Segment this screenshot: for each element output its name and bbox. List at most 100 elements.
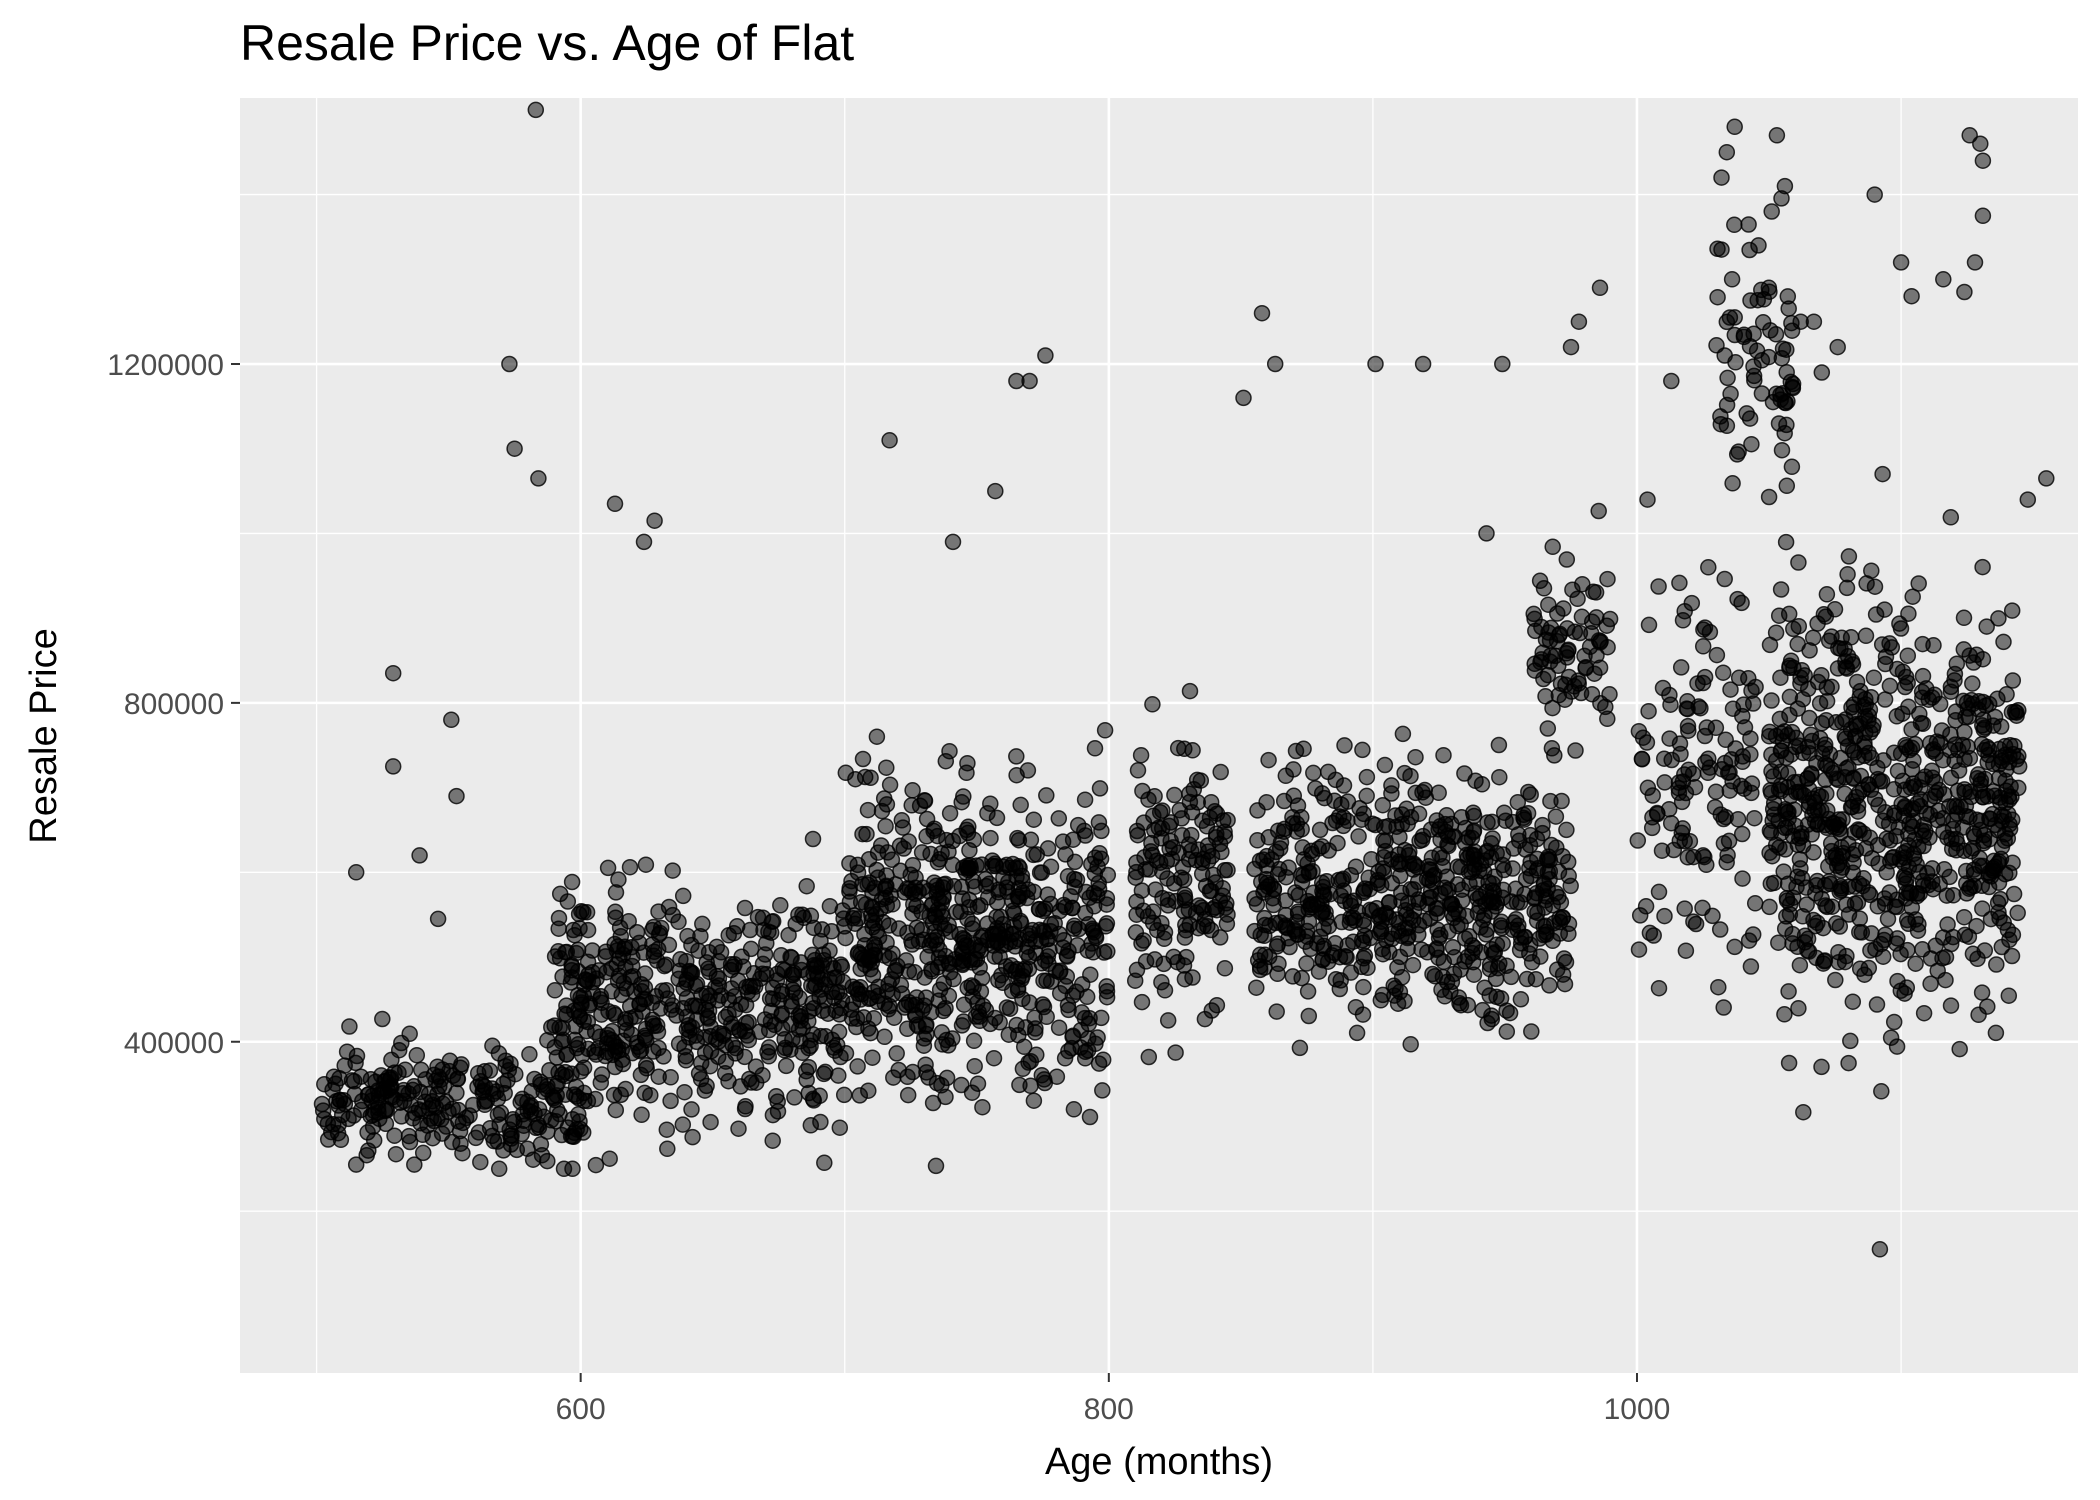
data-point <box>973 969 991 987</box>
data-point <box>1973 736 1991 753</box>
data-point <box>1807 917 1824 935</box>
data-point <box>1035 902 1052 920</box>
data-point <box>1219 811 1236 829</box>
data-point <box>1726 216 1743 234</box>
data-point <box>347 1156 365 1173</box>
data-point <box>1345 892 1363 910</box>
data-point <box>923 963 941 980</box>
data-point <box>1036 1074 1054 1092</box>
data-point <box>848 1018 865 1036</box>
data-point <box>1876 601 1893 618</box>
data-point <box>882 886 899 904</box>
data-point <box>1311 821 1329 839</box>
data-point <box>1690 698 1707 715</box>
data-point <box>2000 987 2018 1004</box>
data-point <box>1129 762 1147 779</box>
data-point <box>637 1020 655 1037</box>
data-point <box>1216 960 1234 977</box>
data-point <box>679 927 696 945</box>
data-point <box>985 1049 1003 1067</box>
data-point <box>1376 756 1394 774</box>
data-point <box>603 1022 621 1040</box>
data-point <box>1767 624 1785 641</box>
data-point <box>1479 814 1496 831</box>
data-point <box>873 802 891 820</box>
data-point <box>1671 574 1688 592</box>
data-point <box>1057 898 1074 916</box>
data-point <box>599 859 617 877</box>
data-point <box>579 972 597 990</box>
data-point <box>1358 787 1375 805</box>
data-point <box>1836 769 1854 786</box>
data-point <box>1350 828 1367 845</box>
data-point <box>1898 911 1916 929</box>
data-point <box>1822 835 1840 852</box>
data-point <box>1162 832 1179 850</box>
data-point <box>627 1008 644 1025</box>
data-point <box>1488 936 1506 953</box>
data-point <box>1452 961 1469 978</box>
data-point <box>1556 975 1574 993</box>
data-point <box>817 1027 834 1045</box>
data-point <box>1491 955 1508 972</box>
data-point <box>736 1048 753 1066</box>
data-point <box>467 1129 485 1147</box>
data-point <box>1643 819 1661 837</box>
data-point <box>1904 588 1921 605</box>
data-point <box>1435 746 1452 764</box>
data-point <box>795 909 813 927</box>
data-point <box>1491 768 1508 786</box>
data-point <box>476 1096 494 1114</box>
data-point <box>1176 970 1194 988</box>
data-point <box>1562 338 1580 356</box>
data-point <box>1922 975 1939 993</box>
data-point <box>2004 926 2022 944</box>
data-point <box>830 1067 847 1084</box>
data-point <box>1974 558 1991 576</box>
data-point <box>425 1112 443 1130</box>
data-point <box>927 1157 945 1175</box>
data-point <box>648 952 666 969</box>
data-point <box>804 994 821 1012</box>
data-point <box>1791 956 1809 974</box>
data-point <box>1991 909 2008 927</box>
data-point <box>1909 838 1927 856</box>
data-point <box>1339 937 1356 954</box>
data-point <box>1976 719 1993 736</box>
data-point <box>1025 811 1043 828</box>
data-point <box>530 1119 548 1136</box>
data-point <box>2004 745 2022 763</box>
data-point <box>729 972 747 989</box>
data-point <box>1965 861 1983 878</box>
data-point <box>1587 584 1605 601</box>
data-point <box>1813 1058 1830 1076</box>
data-point <box>1081 1108 1099 1126</box>
data-point <box>772 897 789 914</box>
y-axis-ticks: 400000 800000 1200000 <box>107 349 240 1060</box>
data-point <box>575 903 592 921</box>
data-point <box>1184 742 1201 759</box>
data-point <box>1289 797 1307 814</box>
data-point <box>1773 441 1791 459</box>
data-point <box>933 903 950 921</box>
data-point <box>1855 825 1872 842</box>
data-point <box>341 1018 358 1035</box>
data-point <box>1021 994 1038 1011</box>
data-point <box>1831 918 1849 935</box>
data-point <box>1039 886 1056 903</box>
data-point <box>812 1113 829 1131</box>
data-point <box>2009 904 2026 922</box>
data-point <box>1897 668 1915 686</box>
data-point <box>1791 737 1808 754</box>
data-point <box>1886 898 1904 915</box>
data-point <box>1745 358 1762 375</box>
data-point <box>868 861 885 879</box>
data-point <box>899 1086 917 1104</box>
data-point <box>623 957 641 975</box>
data-point <box>563 873 581 891</box>
data-point <box>1410 805 1428 823</box>
data-point <box>1314 951 1331 968</box>
data-point <box>1858 575 1875 592</box>
data-point <box>1299 983 1317 1000</box>
data-point <box>610 967 628 985</box>
